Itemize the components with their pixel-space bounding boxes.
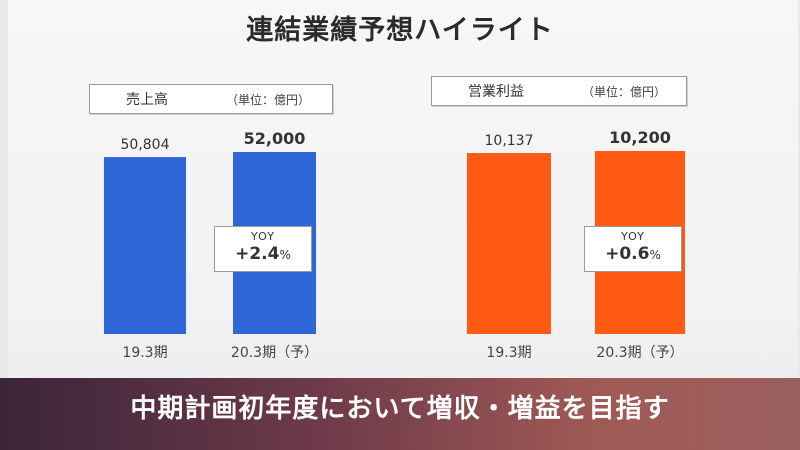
profit-yoy-number: +0.6: [605, 244, 650, 264]
profit-label-box: 営業利益 （単位：億円）: [431, 76, 687, 106]
sales-unit: （単位：億円）: [226, 92, 311, 107]
sales-yoy-box: YOY +2.4%: [214, 226, 312, 272]
sales-yoy-value: +2.4%: [215, 244, 311, 264]
sales-category-label-1: 20.3期（予）: [231, 345, 318, 361]
sales-value-label-0: 50,804: [121, 137, 170, 153]
profit-label: 営業利益: [468, 84, 524, 100]
profit-value-label-0: 10,137: [485, 133, 534, 149]
banner: [0, 378, 800, 450]
profit-yoy-caption: YOY: [621, 230, 645, 243]
profit-bar-0: [467, 153, 551, 334]
profit-category-label-0: 19.3期: [486, 345, 531, 361]
sales-yoy-number: +2.4: [235, 244, 280, 264]
sales-category-label-0: 19.3期: [122, 345, 167, 361]
sales-yoy-caption: YOY: [251, 230, 275, 243]
sales-bar-0: [104, 157, 186, 334]
sales-yoy-unit: %: [279, 248, 291, 262]
profit-yoy-unit: %: [649, 248, 661, 262]
sales-label-box: 売上高 （単位：億円）: [89, 84, 333, 114]
profit-value-label-1: 10,200: [609, 128, 671, 147]
sales-label: 売上高: [126, 92, 168, 108]
sales-value-label-1: 52,000: [244, 129, 306, 148]
profit-unit: （単位：億円）: [582, 84, 667, 99]
profit-yoy-value: +0.6%: [585, 244, 681, 264]
profit-yoy-box: YOY +0.6%: [584, 226, 682, 272]
profit-category-label-1: 20.3期（予）: [596, 345, 683, 361]
banner-text: 中期計画初年度において増収・増益を目指す: [130, 394, 670, 424]
slide-title: 連結業績予想ハイライト: [246, 15, 554, 46]
